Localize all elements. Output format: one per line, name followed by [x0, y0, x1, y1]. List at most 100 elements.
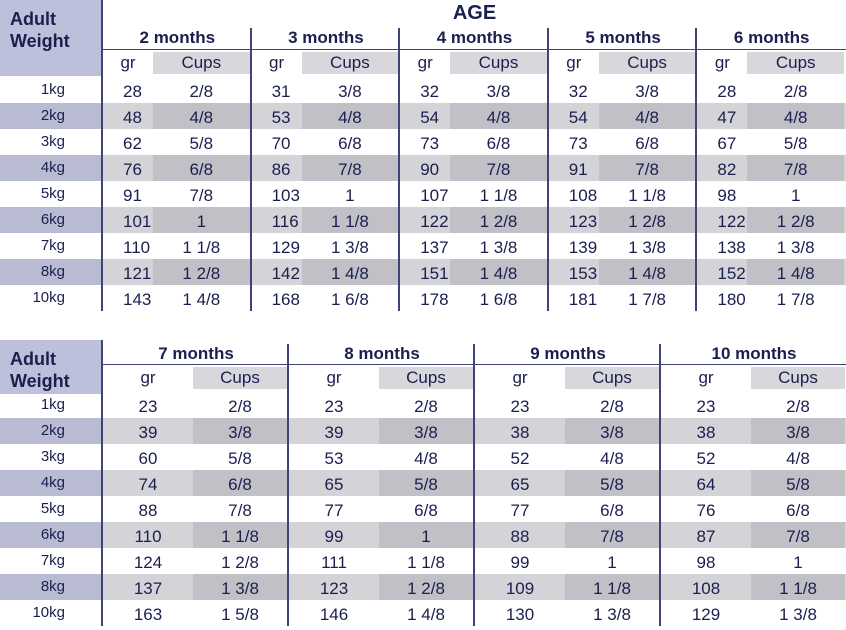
grams-cell: 65 — [510, 475, 530, 494]
cups-column-bg — [598, 103, 696, 129]
row-divider — [249, 259, 252, 285]
row-divider — [546, 207, 549, 233]
cups-cell: 1 3/8 — [479, 238, 518, 257]
cups-cell: 1 6/8 — [330, 290, 369, 309]
row-divider — [398, 181, 401, 207]
cups-column-bg — [598, 155, 696, 181]
cups-cell: 1 3/8 — [221, 579, 259, 598]
row-divider — [398, 103, 401, 129]
cups-column-bg — [747, 103, 844, 129]
cups-cell: 1 — [421, 527, 431, 546]
grams-cell: 121 — [123, 264, 152, 283]
grams-cell: 98 — [717, 186, 737, 205]
grams-cell: 152 — [717, 264, 746, 283]
cups-column-bg — [153, 207, 250, 233]
cups-column-bg — [450, 259, 547, 285]
cups-column-bg — [193, 470, 287, 496]
row-divider — [473, 574, 475, 600]
row-divider — [546, 103, 549, 129]
grams-cell: 23 — [138, 397, 158, 416]
row-divider — [101, 77, 103, 103]
row-divider — [659, 470, 661, 496]
cups-cell: 5/8 — [189, 134, 214, 153]
weight-cell: 5kg — [40, 185, 65, 202]
row-divider — [695, 207, 698, 233]
cups-column-bg — [747, 259, 844, 285]
grams-cell: 48 — [123, 108, 142, 127]
grams-cell: 28 — [717, 82, 737, 101]
weight-cell: 1kg — [40, 81, 65, 98]
grams-cell: 137 — [420, 238, 449, 257]
cups-column-bg — [301, 155, 399, 181]
cups-cell: 6/8 — [189, 160, 214, 179]
cups-cell: 4/8 — [635, 108, 659, 127]
cups-cell: 2/8 — [189, 82, 214, 101]
cups-cell: 1 7/8 — [628, 290, 666, 309]
cups-cell: 4/8 — [783, 108, 808, 127]
cups-column-bg — [301, 207, 399, 233]
grams-cell: 91 — [568, 160, 588, 179]
grams-cell: 64 — [696, 475, 716, 494]
month-header: 4 months — [436, 28, 513, 47]
cups-cell: 3/8 — [786, 423, 810, 442]
cups-cell: 1 — [345, 186, 355, 205]
cups-cell: 7/8 — [338, 160, 362, 179]
cups-cell: 3/8 — [414, 423, 438, 442]
row-divider — [546, 181, 549, 207]
weight-cell: 7kg — [40, 552, 65, 569]
cups-cell: 4/8 — [600, 449, 624, 468]
weight-cell: 7kg — [40, 237, 65, 254]
cups-cell: 1 — [793, 553, 803, 572]
unit-gr-header: gr — [417, 53, 433, 72]
row-divider — [695, 77, 698, 103]
adult-weight-header: Adult Weight — [0, 0, 101, 76]
grams-cell: 74 — [138, 475, 158, 494]
cups-column-bg — [379, 574, 473, 600]
cups-cell: 7/8 — [783, 160, 808, 179]
month-header: 10 months — [711, 344, 797, 363]
grams-cell: 60 — [138, 449, 158, 468]
cups-cell: 6/8 — [486, 134, 511, 153]
cups-cell: 6/8 — [786, 501, 810, 520]
row-divider — [249, 181, 252, 207]
unit-gr-header: gr — [140, 368, 156, 387]
header-rule — [103, 49, 846, 50]
cups-column-bg — [193, 418, 287, 444]
grams-cell: 153 — [568, 264, 598, 283]
row-divider — [101, 470, 103, 496]
row-divider — [546, 233, 549, 259]
table-row: 3kg 62 5/8 70 6/8 73 6/8 73 6/8 67 5/8 — [0, 129, 846, 155]
weight-cell: 3kg — [40, 133, 65, 150]
cups-cell: 2/8 — [600, 397, 624, 416]
row-divider — [546, 285, 549, 311]
unit-cups-header: Cups — [450, 52, 547, 74]
row-divider — [249, 129, 252, 155]
row-divider — [101, 155, 103, 181]
cups-column-bg — [751, 470, 845, 496]
grams-cell: 91 — [123, 186, 142, 205]
row-divider — [101, 233, 103, 259]
row-divider — [659, 574, 661, 600]
grams-cell: 138 — [717, 238, 746, 257]
weight-cell: 10kg — [32, 289, 65, 306]
grams-cell: 52 — [696, 449, 716, 468]
grams-cell: 116 — [271, 212, 299, 231]
grams-cell: 101 — [123, 212, 152, 231]
unit-cups-header: Cups — [598, 52, 696, 74]
unit-cups-header: Cups — [301, 52, 399, 74]
cups-column-bg — [193, 574, 287, 600]
table-row: 1kg 23 2/8 23 2/8 23 2/8 23 2/8 — [0, 392, 846, 418]
cups-column-bg — [301, 103, 399, 129]
row-divider — [249, 77, 252, 103]
table-row: 8kg 121 1 2/8 142 1 4/8 151 1 4/8 153 1 4/8 152 1 … — [0, 259, 846, 285]
grams-cell: 178 — [420, 290, 449, 309]
weight-cell: 2kg — [0, 418, 101, 444]
cups-column-bg — [379, 470, 473, 496]
grams-cell: 39 — [324, 423, 344, 442]
row-divider — [101, 259, 103, 285]
cups-column-bg — [565, 522, 659, 548]
grams-cell: 151 — [420, 264, 449, 283]
grams-cell: 38 — [696, 423, 716, 442]
cups-cell: 4/8 — [414, 449, 438, 468]
cups-cell: 2/8 — [414, 397, 438, 416]
